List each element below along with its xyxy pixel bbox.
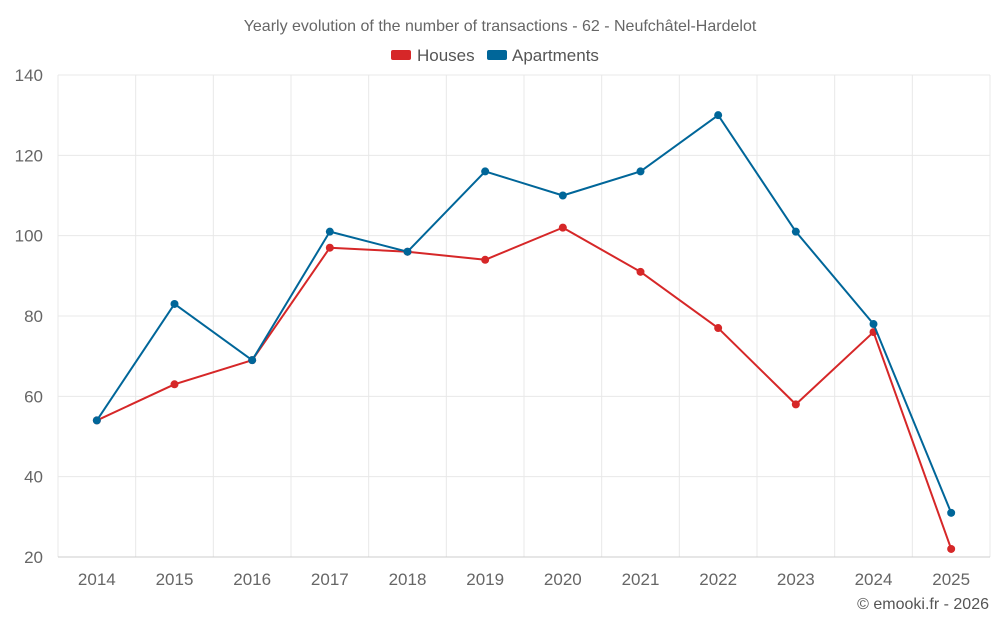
data-point-houses[interactable] <box>481 255 490 264</box>
y-tick-label: 40 <box>24 468 43 487</box>
data-point-apartments[interactable] <box>636 167 645 176</box>
data-point-houses[interactable] <box>947 544 956 553</box>
series <box>92 111 956 553</box>
data-point-apartments[interactable] <box>248 356 257 365</box>
x-tick-label: 2018 <box>389 570 427 589</box>
data-point-apartments[interactable] <box>403 247 412 256</box>
x-tick-label: 2014 <box>78 570 116 589</box>
series-line-apartments <box>96 114 953 514</box>
data-point-apartments[interactable] <box>869 320 878 329</box>
data-point-apartments[interactable] <box>791 227 800 236</box>
x-tick-label: 2015 <box>156 570 194 589</box>
legend-label-apartments[interactable]: Apartments <box>512 46 599 65</box>
x-tick-label: 2022 <box>699 570 737 589</box>
y-tick-label: 100 <box>15 227 43 246</box>
y-axis-ticks: 20 40 60 80 100 120 140 <box>15 66 43 567</box>
y-tick-label: 80 <box>24 307 43 326</box>
credit-text: © emooki.fr - 2026 <box>857 596 989 613</box>
data-point-apartments[interactable] <box>558 191 567 200</box>
data-point-houses[interactable] <box>170 380 179 389</box>
legend-swatch-apartments <box>487 50 507 60</box>
x-axis-ticks: 2014 2015 2016 2017 2018 2019 2020 2021 2022 2023… <box>78 570 970 589</box>
legend-swatch-houses <box>391 50 411 60</box>
x-tick-label: 2019 <box>466 570 504 589</box>
legend: Houses Apartments <box>391 46 599 65</box>
data-point-apartments[interactable] <box>92 416 101 425</box>
x-tick-label: 2016 <box>233 570 271 589</box>
data-point-houses[interactable] <box>636 267 645 276</box>
data-point-houses[interactable] <box>791 400 800 409</box>
data-point-houses[interactable] <box>714 324 723 333</box>
x-tick-label: 2023 <box>777 570 815 589</box>
data-point-apartments[interactable] <box>947 508 956 517</box>
grid <box>57 74 991 558</box>
series-line-houses <box>96 226 953 550</box>
y-tick-label: 60 <box>24 387 43 406</box>
x-tick-label: 2021 <box>622 570 660 589</box>
data-point-apartments[interactable] <box>170 299 179 308</box>
x-tick-label: 2017 <box>311 570 349 589</box>
x-tick-label: 2024 <box>855 570 893 589</box>
x-tick-label: 2020 <box>544 570 582 589</box>
y-tick-label: 20 <box>24 548 43 567</box>
x-tick-label: 2025 <box>932 570 970 589</box>
data-point-apartments[interactable] <box>325 227 334 236</box>
legend-label-houses[interactable]: Houses <box>417 46 475 65</box>
data-point-apartments[interactable] <box>714 111 723 120</box>
y-tick-label: 120 <box>15 146 43 165</box>
data-point-houses[interactable] <box>558 223 567 232</box>
data-point-houses[interactable] <box>325 243 334 252</box>
chart-title: Yearly evolution of the number of transa… <box>244 18 757 35</box>
data-point-apartments[interactable] <box>481 167 490 176</box>
y-tick-label: 140 <box>15 66 43 85</box>
